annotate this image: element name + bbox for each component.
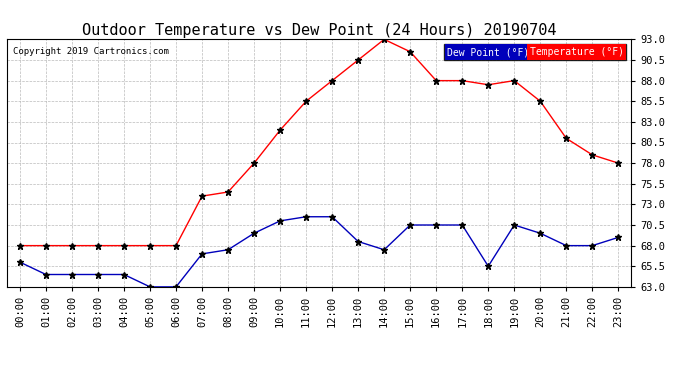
Title: Outdoor Temperature vs Dew Point (24 Hours) 20190704: Outdoor Temperature vs Dew Point (24 Hou…	[82, 23, 556, 38]
Legend: Dew Point (°F), Temperature (°F): Dew Point (°F), Temperature (°F)	[444, 44, 627, 60]
Text: Copyright 2019 Cartronics.com: Copyright 2019 Cartronics.com	[13, 47, 169, 56]
